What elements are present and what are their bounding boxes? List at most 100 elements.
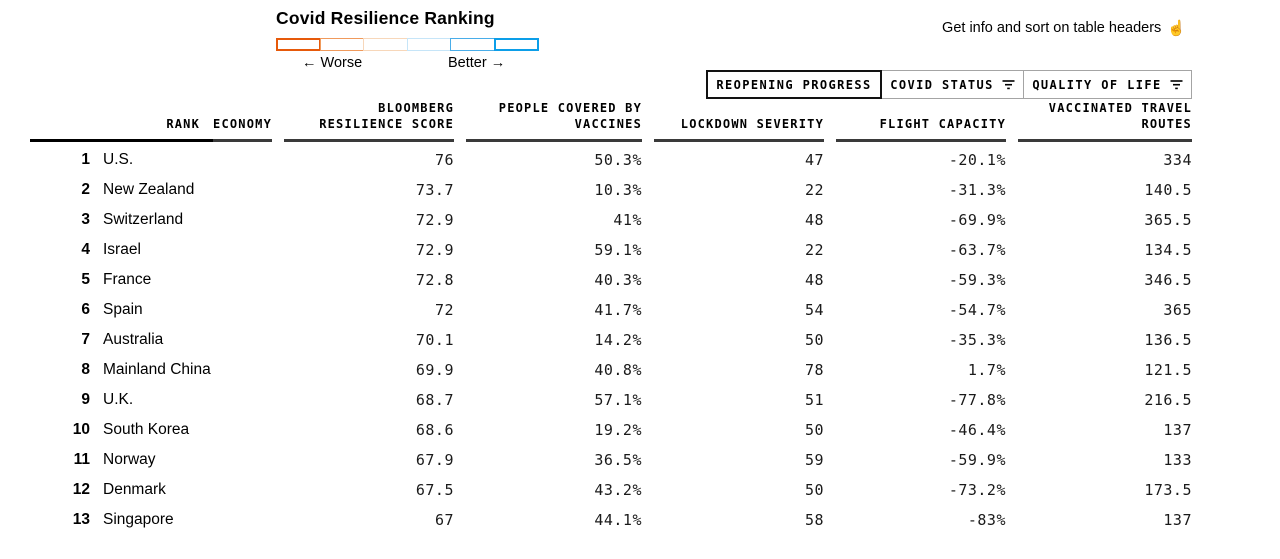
cell-vaccines: 50.3%	[594, 151, 642, 169]
cell-economy: New Zealand	[103, 181, 195, 198]
cell-flight: -20.1%	[948, 151, 1006, 169]
legend-labels: ← Worse Better →	[276, 55, 546, 73]
table-row: 5 France 72.8 40.3% 48 -59.3% 346.5	[30, 265, 1193, 295]
col-header-travel-routes[interactable]: VACCINATED TRAVEL ROUTES	[1018, 100, 1192, 142]
cell-vaccines: 41%	[613, 211, 642, 229]
cell-score: 67.5	[415, 481, 454, 499]
cell-score: 68.6	[415, 421, 454, 439]
tab-label: COVID STATUS	[890, 77, 994, 92]
cell-rank: 9	[81, 391, 90, 408]
col-header-flight-capacity[interactable]: FLIGHT CAPACITY	[836, 100, 1006, 142]
cell-routes: 121.5	[1144, 361, 1192, 379]
cell-flight: -59.9%	[948, 451, 1006, 469]
col-header-economy: ECONOMY	[213, 117, 272, 131]
cell-lockdown: 51	[804, 391, 824, 409]
cell-rank: 5	[81, 271, 90, 288]
sort-hint: Get info and sort on table headers ☝	[942, 20, 1186, 36]
cell-rank: 11	[73, 451, 90, 468]
cell-flight: -73.2%	[948, 481, 1006, 499]
legend-swatch	[363, 38, 408, 51]
cell-score: 67.9	[415, 451, 454, 469]
cell-economy: U.K.	[103, 391, 134, 408]
cell-routes: 216.5	[1144, 391, 1192, 409]
table-tabs: REOPENING PROGRESS COVID STATUS QUALITY …	[706, 70, 1192, 99]
better-label: Better →	[448, 55, 506, 71]
cell-economy: Singapore	[103, 511, 174, 528]
cell-score: 72.9	[415, 211, 454, 229]
tab-quality-of-life[interactable]: QUALITY OF LIFE	[1023, 70, 1192, 99]
cell-flight: -35.3%	[948, 331, 1006, 349]
page-title: Covid Resilience Ranking	[276, 8, 495, 28]
cell-score: 68.7	[415, 391, 454, 409]
cell-lockdown: 22	[804, 181, 824, 199]
cell-flight: -69.9%	[948, 211, 1006, 229]
legend-swatch	[406, 38, 452, 51]
filter-icon	[1170, 79, 1183, 89]
col-header-rank-economy[interactable]: RANK ECONOMY	[30, 100, 272, 142]
cell-routes: 334	[1163, 151, 1192, 169]
cell-flight: 1.7%	[967, 361, 1006, 379]
legend-swatch	[450, 38, 495, 51]
cell-routes: 137	[1163, 511, 1192, 529]
col-header-resilience-score[interactable]: BLOOMBERG RESILIENCE SCORE	[284, 100, 454, 142]
cell-flight: -54.7%	[948, 301, 1006, 319]
cell-routes: 346.5	[1144, 271, 1192, 289]
cell-vaccines: 40.8%	[594, 361, 642, 379]
table-body: 1 U.S. 76 50.3% 47 -20.1% 334 2 New Zealand 73.7 1…	[30, 142, 1193, 535]
cell-lockdown: 22	[804, 241, 824, 259]
col-header-rank: RANK	[166, 117, 201, 131]
cell-rank: 4	[81, 241, 90, 258]
cell-score: 72	[434, 301, 454, 319]
cell-lockdown: 48	[804, 271, 824, 289]
cell-rank: 7	[81, 331, 90, 348]
table-row: 4 Israel 72.9 59.1% 22 -63.7% 134.5	[30, 235, 1193, 265]
legend-swatch	[276, 38, 321, 51]
table-row: 8 Mainland China 69.9 40.8% 78 1.7% 121.5	[30, 355, 1193, 385]
legend-swatches	[276, 38, 546, 51]
cell-rank: 10	[72, 421, 90, 438]
cell-routes: 365.5	[1144, 211, 1192, 229]
table-row: 12 Denmark 67.5 43.2% 50 -73.2% 173.5	[30, 475, 1193, 505]
cell-economy: U.S.	[103, 151, 134, 168]
table-row: 3 Switzerland 72.9 41% 48 -69.9% 365.5	[30, 205, 1193, 235]
table-row: 13 Singapore 67 44.1% 58 -83% 137	[30, 505, 1193, 535]
tab-reopening-progress[interactable]: REOPENING PROGRESS	[706, 70, 882, 99]
table-row: 6 Spain 72 41.7% 54 -54.7% 365	[30, 295, 1193, 325]
cell-economy: France	[103, 271, 152, 288]
cell-vaccines: 19.2%	[594, 421, 642, 439]
cell-vaccines: 36.5%	[594, 451, 642, 469]
cell-lockdown: 48	[804, 211, 824, 229]
table-row: 9 U.K. 68.7 57.1% 51 -77.8% 216.5	[30, 385, 1193, 415]
table-row: 11 Norway 67.9 36.5% 59 -59.9% 133	[30, 445, 1193, 475]
col-header-vaccines[interactable]: PEOPLE COVERED BY VACCINES	[466, 100, 642, 142]
cell-flight: -63.7%	[948, 241, 1006, 259]
sort-hint-text: Get info and sort on table headers	[942, 20, 1162, 36]
cell-economy: Israel	[103, 241, 141, 258]
cell-routes: 365	[1163, 301, 1192, 319]
cell-economy: Mainland China	[103, 361, 211, 378]
cell-score: 67	[434, 511, 454, 529]
cell-routes: 137	[1163, 421, 1192, 439]
cell-economy: Denmark	[103, 481, 166, 498]
cell-routes: 134.5	[1144, 241, 1192, 259]
cell-lockdown: 59	[804, 451, 824, 469]
col-header-lockdown[interactable]: LOCKDOWN SEVERITY	[654, 100, 824, 142]
legend-swatch	[319, 38, 365, 51]
cell-rank: 2	[81, 181, 90, 198]
cell-lockdown: 78	[804, 361, 824, 379]
ranking-table: RANK ECONOMY BLOOMBERG RESILIENCE SCORE …	[30, 100, 1193, 535]
cell-flight: -46.4%	[948, 421, 1006, 439]
cell-lockdown: 50	[804, 481, 824, 499]
cell-score: 70.1	[415, 331, 454, 349]
cell-flight: -83%	[967, 511, 1006, 529]
cell-routes: 133	[1163, 451, 1192, 469]
cell-lockdown: 58	[804, 511, 824, 529]
cell-score: 76	[434, 151, 454, 169]
cell-vaccines: 10.3%	[594, 181, 642, 199]
table-header-row: RANK ECONOMY BLOOMBERG RESILIENCE SCORE …	[30, 100, 1193, 142]
tab-covid-status[interactable]: COVID STATUS	[881, 70, 1024, 99]
color-scale-legend: ← Worse Better →	[276, 38, 546, 73]
cell-rank: 3	[81, 211, 90, 228]
cell-vaccines: 57.1%	[594, 391, 642, 409]
cell-economy: Spain	[103, 301, 143, 318]
